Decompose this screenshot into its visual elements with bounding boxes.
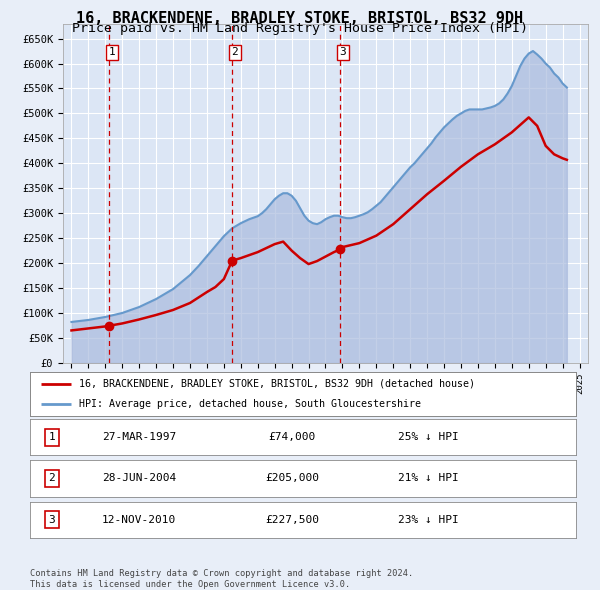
Text: 16, BRACKENDENE, BRADLEY STOKE, BRISTOL, BS32 9DH: 16, BRACKENDENE, BRADLEY STOKE, BRISTOL,… (76, 11, 524, 25)
Text: 16, BRACKENDENE, BRADLEY STOKE, BRISTOL, BS32 9DH (detached house): 16, BRACKENDENE, BRADLEY STOKE, BRISTOL,… (79, 379, 475, 389)
Text: £227,500: £227,500 (265, 515, 319, 525)
Text: 3: 3 (340, 47, 346, 57)
Text: 2: 2 (232, 47, 238, 57)
Text: Contains HM Land Registry data © Crown copyright and database right 2024.
This d: Contains HM Land Registry data © Crown c… (30, 569, 413, 589)
Text: £205,000: £205,000 (265, 474, 319, 483)
Text: 3: 3 (49, 515, 55, 525)
Text: £74,000: £74,000 (268, 432, 316, 442)
Text: 1: 1 (49, 432, 55, 442)
Text: 27-MAR-1997: 27-MAR-1997 (102, 432, 176, 442)
Text: 25% ↓ HPI: 25% ↓ HPI (398, 432, 459, 442)
Text: 12-NOV-2010: 12-NOV-2010 (102, 515, 176, 525)
Text: 23% ↓ HPI: 23% ↓ HPI (398, 515, 459, 525)
Text: 21% ↓ HPI: 21% ↓ HPI (398, 474, 459, 483)
Text: HPI: Average price, detached house, South Gloucestershire: HPI: Average price, detached house, Sout… (79, 399, 421, 409)
Text: 28-JUN-2004: 28-JUN-2004 (102, 474, 176, 483)
Text: 2: 2 (49, 474, 55, 483)
Text: Price paid vs. HM Land Registry's House Price Index (HPI): Price paid vs. HM Land Registry's House … (72, 22, 528, 35)
Text: 1: 1 (109, 47, 115, 57)
